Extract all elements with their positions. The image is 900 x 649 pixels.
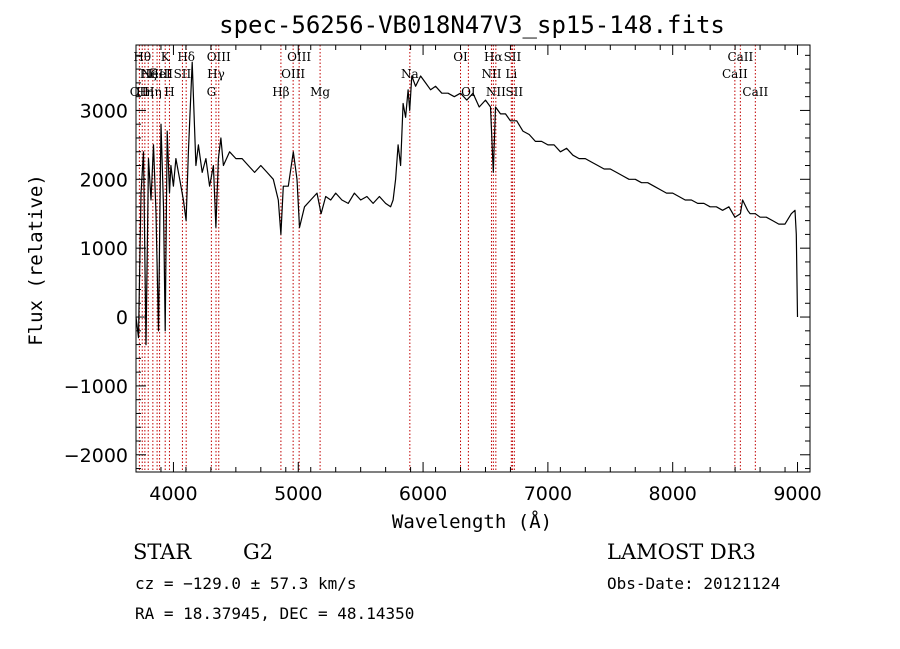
line-marker-label: CaII	[727, 50, 753, 64]
x-tick-label: 9000	[773, 483, 821, 505]
obs-date: Obs-Date: 20121124	[607, 574, 780, 593]
chart-title: spec-56256-VB018N47V3_sp15-148.fits	[219, 11, 725, 39]
line-marker-label: Hζ	[140, 67, 157, 81]
line-marker-label: SII	[174, 67, 192, 81]
line-marker-label: HeI	[148, 67, 171, 81]
line-marker-label: CaII	[742, 85, 768, 99]
line-marker-label: OIII	[281, 67, 305, 81]
y-tick-label: −2000	[64, 445, 128, 467]
survey-name: LAMOST DR3	[607, 540, 756, 564]
line-marker-label: Hγ	[207, 67, 225, 81]
x-tick-label: 6000	[399, 483, 447, 505]
line-marker-label: NII	[481, 67, 501, 81]
line-marker-label: G	[207, 85, 217, 99]
coordinates-readout: RA = 18.37945, DEC = 48.14350	[135, 604, 414, 623]
line-marker-label: OII	[130, 85, 150, 99]
line-marker-label: H	[164, 85, 174, 99]
line-marker-label: OI	[461, 85, 476, 99]
axis-ticks: 4000 5000 6000 7000 8000 9000 −2000 −1000 0 1000 2…	[64, 45, 822, 505]
x-axis-title: Wavelength (Å)	[392, 510, 552, 533]
line-marker-label: K	[161, 50, 171, 64]
line-marker-label: NeIII	[141, 67, 173, 81]
y-tick-label: 2000	[80, 169, 128, 191]
object-subclass: G2	[243, 540, 273, 564]
x-tick-label: 5000	[274, 483, 322, 505]
line-marker-label: SII	[505, 85, 523, 99]
line-marker-label: Hβ	[272, 85, 289, 99]
line-marker-label: Na	[401, 67, 419, 81]
line-marker-label: Mg	[310, 85, 330, 99]
spectrum-series	[135, 61, 799, 346]
x-tick-label: 7000	[524, 483, 572, 505]
line-marker-label: Hα	[484, 50, 503, 64]
spectral-line-markers	[138, 45, 756, 472]
line-marker-label: Li	[505, 67, 517, 81]
line-marker-label: SII	[504, 50, 522, 64]
plot-frame	[135, 44, 811, 473]
x-tick-label: 4000	[149, 483, 197, 505]
x-tick-label: 8000	[649, 483, 697, 505]
line-labels: OIIHθHηHζHηNeIIIHeIKHSIIHδGHγOIIIHβOIIIO…	[130, 50, 769, 99]
line-marker-label: OI	[453, 50, 468, 64]
flux-line	[135, 61, 799, 346]
redshift-readout: cz = −129.0 ± 57.3 km/s	[135, 574, 357, 593]
line-marker-label: CaII	[722, 67, 748, 81]
line-marker-label: Hδ	[177, 50, 195, 64]
line-marker-label: Hθ	[133, 50, 151, 64]
line-marker-label: OIII	[207, 50, 231, 64]
y-tick-label: 1000	[80, 238, 128, 260]
object-class: STAR	[133, 540, 192, 564]
y-axis-title: Flux (relative)	[25, 174, 47, 346]
line-marker-label: Hη	[144, 85, 162, 99]
y-tick-label: 3000	[80, 100, 128, 122]
line-marker-label: OIII	[287, 50, 311, 64]
y-tick-label: −1000	[64, 376, 128, 398]
line-marker-label: Hη	[136, 85, 154, 99]
y-tick-label: 0	[116, 307, 128, 329]
line-marker-label: NII	[486, 85, 506, 99]
